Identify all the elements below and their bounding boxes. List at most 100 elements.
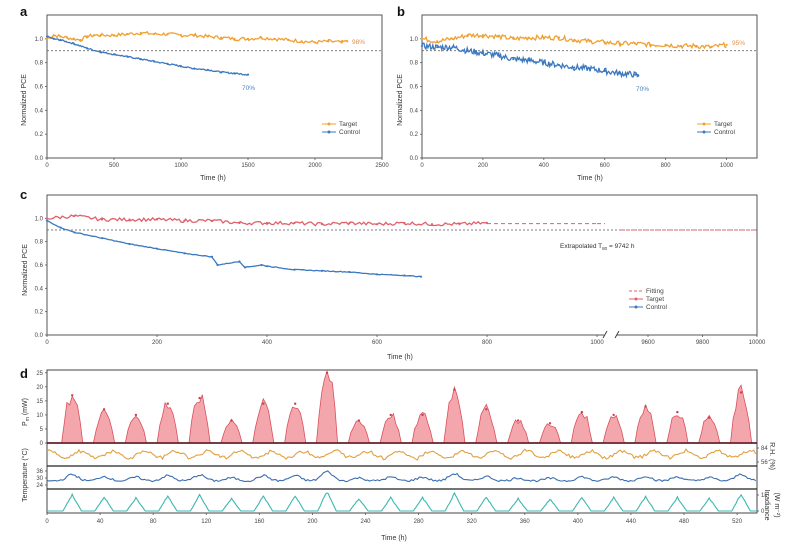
ylabel-d-temperature: Temperature (°C) — [21, 448, 29, 502]
data-point-target — [557, 36, 561, 39]
data-point-target — [664, 43, 667, 46]
pm-peak-point — [325, 371, 329, 375]
data-point-target — [527, 36, 530, 39]
data-point-target — [139, 31, 142, 34]
data-point-control — [59, 38, 62, 42]
x-tick-label: 400 — [573, 519, 584, 525]
ylabel-d-irradiance: Irradiance — [763, 489, 770, 520]
y-tick-label: 24 — [36, 483, 43, 489]
data-point-control — [45, 35, 49, 38]
data-point-control — [348, 270, 351, 274]
y-tick-label: 0.2 — [35, 310, 44, 316]
y-tick-label-right: 0 — [761, 509, 765, 515]
data-point-control — [139, 57, 142, 61]
data-point-control — [420, 44, 424, 48]
pm-peak-point — [676, 410, 679, 414]
data-point-target — [166, 32, 169, 36]
data-point-control — [99, 50, 102, 54]
data-point-target — [179, 34, 183, 37]
data-point-target — [512, 37, 515, 40]
legend-marker-control — [634, 305, 638, 309]
legend-c: Fitting Target Control — [629, 288, 668, 311]
data-point-target — [126, 32, 129, 36]
annotation-a-target: 98% — [352, 39, 365, 46]
data-point-target — [45, 37, 49, 40]
data-point-control — [179, 65, 183, 68]
legend-marker-target — [702, 122, 706, 126]
data-point-control — [238, 260, 241, 263]
data-point-target — [725, 43, 728, 46]
series-line-target — [421, 32, 727, 50]
data-point-control — [243, 266, 247, 269]
legend-b: Target Control — [697, 121, 736, 136]
data-point-target — [66, 36, 69, 39]
ylabel-d-pm: Pm (mW) — [22, 398, 31, 426]
pm-peak-point — [357, 419, 361, 422]
pm-peak-point — [230, 419, 233, 422]
y-tick-label: 0.4 — [35, 108, 44, 114]
data-point-target — [497, 35, 500, 38]
data-point-control — [210, 255, 214, 258]
x-tick-label: 200 — [152, 340, 163, 346]
pm-peak-point — [293, 402, 297, 405]
pm-peak-point — [134, 413, 138, 417]
legend-marker-control — [702, 130, 706, 134]
pm-peak-point — [739, 391, 743, 394]
data-point-control — [233, 72, 236, 75]
data-point-control — [618, 72, 622, 75]
legend-label-target: Target — [646, 296, 664, 303]
data-point-target — [155, 218, 159, 221]
data-point-control — [216, 263, 219, 267]
data-point-target — [79, 38, 82, 42]
data-point-control — [573, 66, 576, 69]
data-point-control — [155, 247, 159, 250]
x-tick-label: 360 — [520, 519, 531, 525]
pm-area — [47, 369, 757, 444]
data-point-target — [436, 40, 439, 43]
data-point-target — [634, 42, 637, 45]
legend-a: Target Control — [322, 121, 361, 136]
y-tick-label: 0.4 — [410, 108, 419, 114]
data-point-target — [430, 223, 434, 226]
y-tick-label-right: 84 — [761, 446, 768, 452]
ylabel-d-rh: R.H.(%) — [768, 442, 775, 470]
axis-break-mark — [614, 330, 620, 339]
data-point-target — [220, 36, 223, 39]
data-point-control — [128, 242, 131, 246]
data-point-target — [287, 38, 290, 42]
data-point-target — [466, 34, 469, 37]
data-point-control — [193, 67, 196, 70]
data-point-control — [603, 69, 606, 73]
y-tick-label: 0.6 — [35, 85, 44, 91]
x-tick-label: 400 — [262, 340, 273, 346]
pm-peak-point — [453, 388, 456, 391]
panel-label-a: a — [20, 4, 28, 19]
series-line-control — [46, 35, 249, 76]
data-point-control — [100, 237, 104, 240]
x-tick-label: 200 — [307, 519, 318, 525]
data-point-target — [72, 37, 75, 40]
annotation-c-extrapolated: Extrapolated T80 = 9742 h — [560, 243, 635, 251]
legend-label-control: Control — [646, 304, 668, 311]
panel-label-c: c — [20, 187, 27, 202]
annotation-b-control: 70% — [636, 86, 649, 93]
annotation-a-control: 70% — [242, 85, 255, 92]
temperature-line — [46, 470, 757, 483]
pm-peak-point — [708, 416, 711, 419]
legend-label-target: Target — [714, 121, 732, 128]
data-point-target — [193, 34, 196, 37]
data-point-control — [246, 73, 250, 76]
data-point-control — [59, 226, 62, 229]
data-point-control — [466, 49, 469, 52]
legend-label-target: Target — [339, 121, 357, 128]
panel-b: 0.0 0.2 0.4 0.6 0.8 1.0 0 200 400 600 800 1000 — [410, 14, 758, 169]
data-point-control — [497, 54, 500, 57]
y-tick-label: 0.8 — [35, 240, 44, 246]
data-point-target — [458, 223, 461, 226]
annotation-b-target: 95% — [732, 40, 745, 47]
y-tick-label: 36 — [36, 469, 43, 475]
data-point-control — [293, 268, 296, 271]
data-point-target — [183, 219, 186, 222]
x-tick-label: 1000 — [590, 340, 604, 346]
panel-label-d: d — [20, 366, 28, 381]
